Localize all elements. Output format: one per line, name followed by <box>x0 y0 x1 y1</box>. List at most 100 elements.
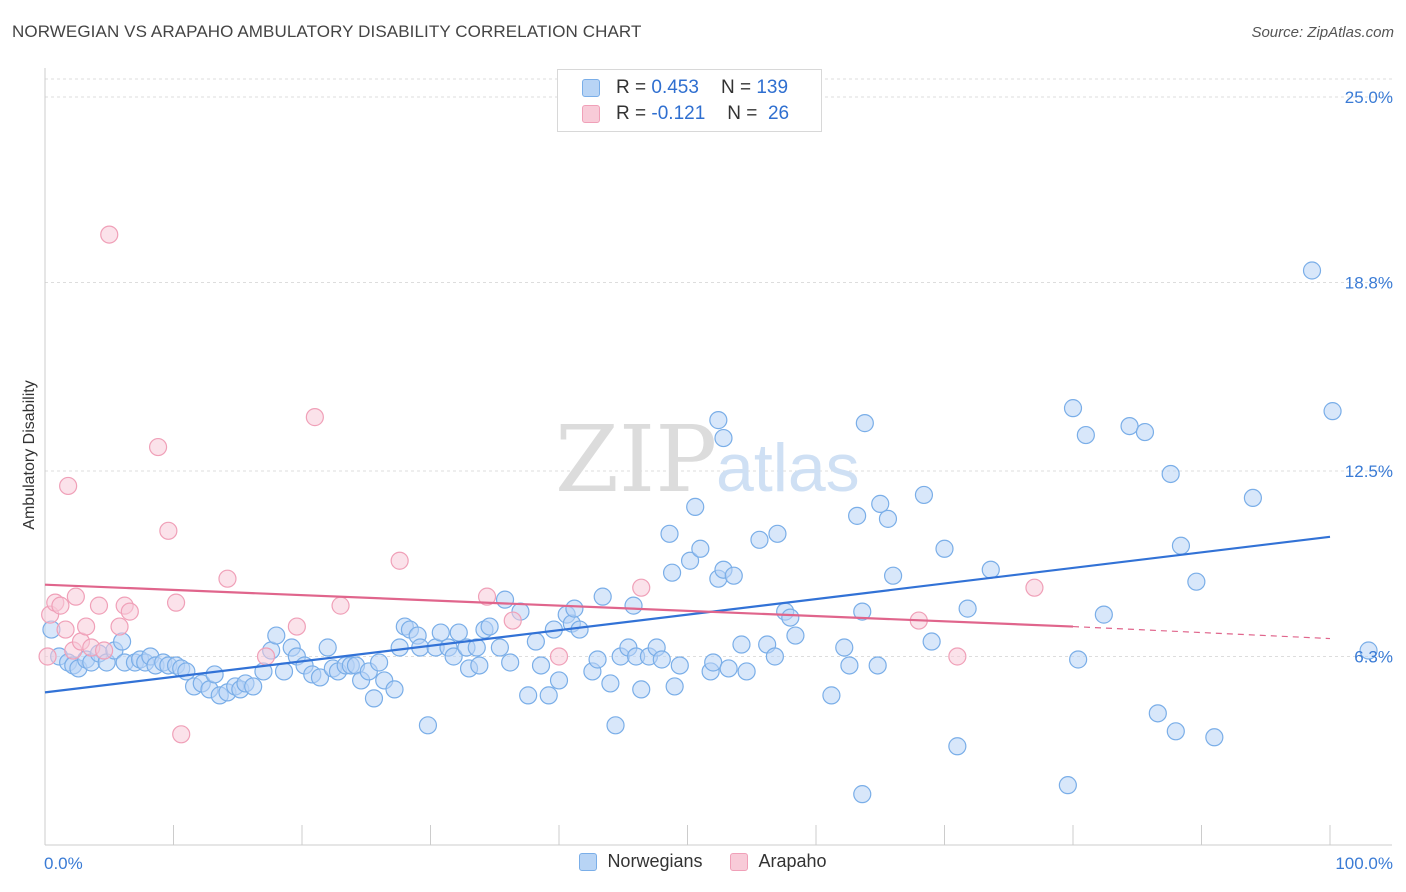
source-label: Source: ZipAtlas.com <box>1251 24 1394 41</box>
norwegians-point <box>1076 425 1095 445</box>
y-tick-label: 6.3% <box>1354 647 1393 666</box>
norwegians-point <box>632 680 651 699</box>
norwegians-point <box>660 524 679 543</box>
norwegians-point <box>781 608 800 627</box>
norwegians-point <box>822 686 841 705</box>
y-tick-labels: 6.3% 12.5% 18.8% 25.0% <box>1345 88 1393 667</box>
norwegians-point <box>878 509 898 528</box>
norwegians-point <box>786 626 805 645</box>
norwegians-point <box>1120 416 1139 436</box>
norwegians-point <box>719 659 738 678</box>
norwegians-point <box>652 650 671 669</box>
norwegians-point <box>1094 605 1113 624</box>
arapaho-point <box>56 620 75 639</box>
norwegians-point <box>670 656 689 675</box>
norwegians-point <box>490 638 509 657</box>
norwegians-point <box>853 602 872 621</box>
norwegians-point <box>539 686 558 705</box>
stats-legend: R = 0.453 N = 139 R = -0.121 N = 26 <box>557 69 822 132</box>
arapaho-point <box>148 437 168 457</box>
norwegians-point <box>855 414 874 433</box>
arapaho-point <box>95 641 114 660</box>
legend-item-arapaho[interactable]: Arapaho <box>730 851 827 872</box>
arapaho-point <box>159 521 178 540</box>
norwegians-point <box>871 494 890 513</box>
data-points <box>38 225 1378 804</box>
norwegians-point <box>1323 402 1342 421</box>
r-label: R = <box>616 103 647 124</box>
norwegians-point <box>1171 536 1191 555</box>
watermark: ZIP atlas <box>555 406 860 513</box>
norwegians-point <box>480 617 499 636</box>
norwegians-point <box>686 497 705 516</box>
norwegians-point <box>390 638 409 657</box>
norwegians-point <box>1069 650 1088 669</box>
norwegians-point <box>531 656 551 675</box>
norwegians-point <box>714 428 733 448</box>
arapaho-point <box>38 647 57 666</box>
r-label: R = <box>616 77 647 98</box>
norwegians-point <box>526 632 545 651</box>
norwegians-point <box>765 647 784 666</box>
arapaho-point <box>1025 578 1044 597</box>
norwegians-point <box>418 716 438 735</box>
norwegians-point <box>1063 399 1083 418</box>
norwegians-point <box>310 668 330 687</box>
norwegians-point <box>737 662 756 681</box>
arapaho-point <box>948 647 967 666</box>
arapaho-point <box>218 569 237 588</box>
norwegians-point <box>704 653 723 672</box>
norwegians-legend-swatch <box>579 852 598 871</box>
norwegians-point <box>274 662 294 681</box>
watermark-zip: ZIP <box>555 406 717 513</box>
norwegians-point <box>501 653 520 672</box>
norwegians-point <box>922 632 941 651</box>
norwegians-point <box>848 506 867 525</box>
arapaho-point <box>305 408 324 427</box>
norwegians-point <box>1135 422 1155 442</box>
series-legend: Norwegians Arapaho <box>0 851 1406 872</box>
arapaho-point <box>89 596 109 615</box>
norwegians-point <box>1243 488 1263 508</box>
norwegians-point <box>177 662 196 681</box>
norwegians-point <box>883 566 903 585</box>
norwegians-point <box>565 599 584 618</box>
arapaho-point <box>66 587 85 606</box>
arapaho-point <box>100 225 119 244</box>
arapaho-point <box>172 725 191 744</box>
arapaho-point <box>287 617 306 636</box>
x-tick-label: 100.0% <box>1335 854 1393 873</box>
y-tick-label: 12.5% <box>1345 462 1393 481</box>
norwegians-legend-label: Norwegians <box>607 851 703 871</box>
norwegians-point <box>1205 728 1224 747</box>
arapaho-point <box>477 587 497 606</box>
norwegians-point <box>570 620 589 639</box>
norwegians-point <box>244 677 263 696</box>
norwegians-point <box>431 623 450 642</box>
norwegians-point <box>840 656 859 675</box>
legend-item-norwegians[interactable]: Norwegians <box>579 851 702 872</box>
norwegians-point <box>724 566 743 585</box>
norwegians-point <box>914 485 934 505</box>
norwegians-point <box>519 686 538 705</box>
norwegians-point <box>768 524 787 543</box>
arapaho-point <box>51 596 70 615</box>
arapaho-point <box>120 602 139 621</box>
arapaho-trend-extension <box>1072 625 1331 640</box>
arapaho-legend-label: Arapaho <box>758 851 827 871</box>
norwegians-point <box>1058 776 1077 795</box>
norwegians-point <box>732 635 751 654</box>
norwegians-point <box>1187 572 1206 591</box>
norwegians-point <box>1302 261 1322 280</box>
norwegians-point <box>370 653 389 672</box>
norwegians-point <box>606 716 625 735</box>
arapaho-point <box>110 617 129 636</box>
arapaho-point <box>549 647 569 666</box>
norwegians-point <box>112 632 132 651</box>
norwegians-swatch <box>582 79 600 97</box>
legend-row-arapaho: R = -0.121 N = 26 <box>582 101 789 127</box>
norwegians-point <box>868 656 887 675</box>
norwegians-point <box>709 411 728 430</box>
norwegians-point <box>935 539 954 558</box>
